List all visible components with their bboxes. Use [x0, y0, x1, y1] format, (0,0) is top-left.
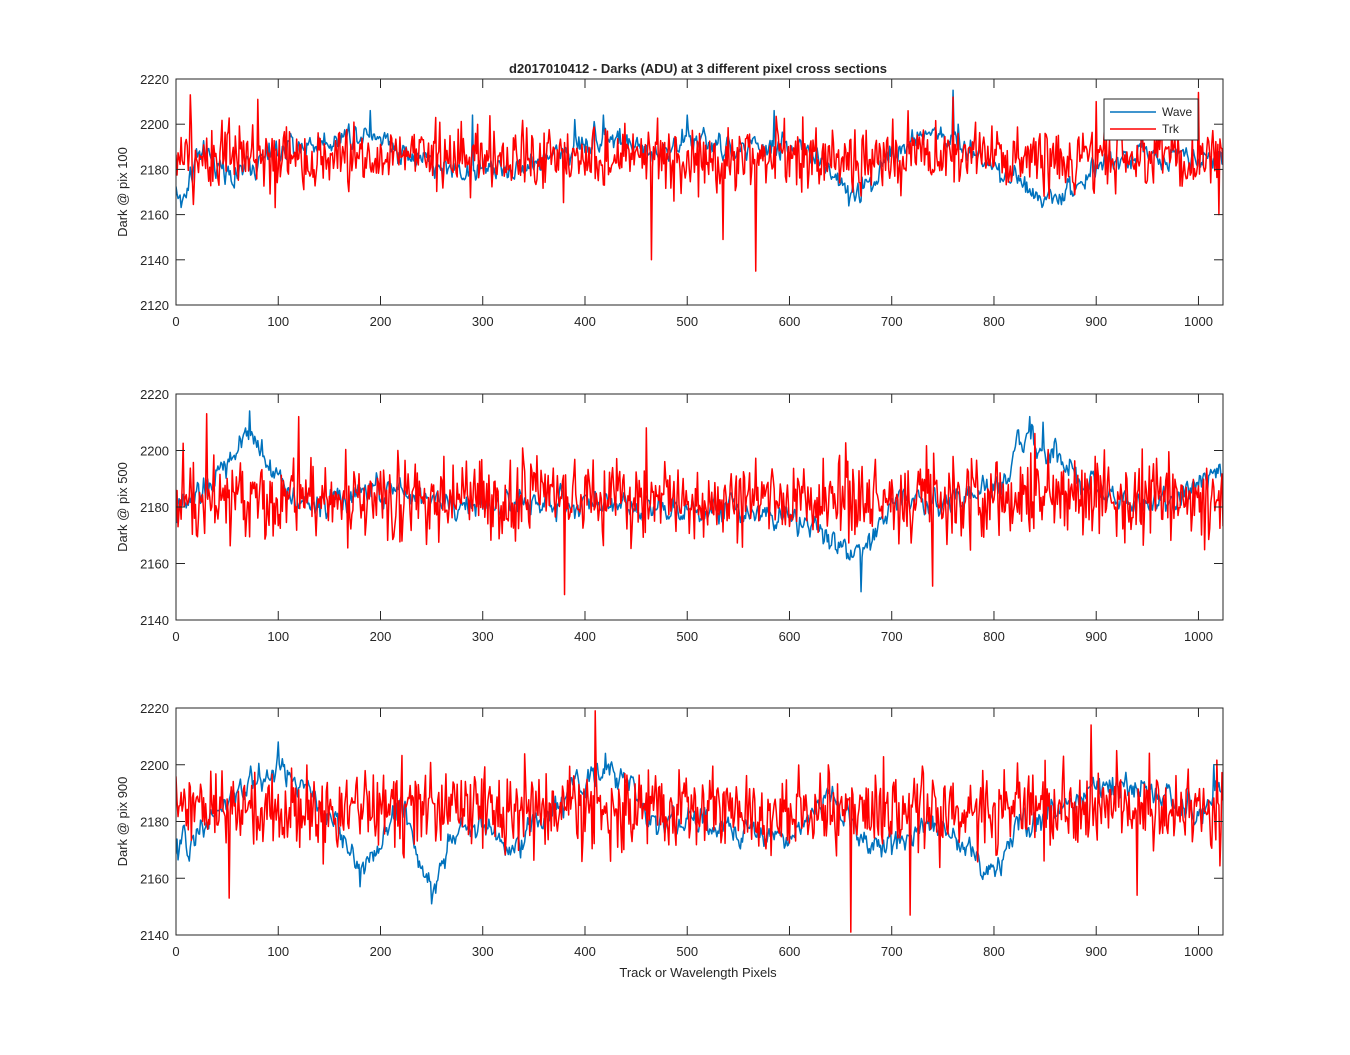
x-tick-label: 300	[472, 944, 494, 959]
x-tick-label: 200	[370, 629, 392, 644]
x-tick-label: 800	[983, 944, 1005, 959]
y-tick-label: 2200	[140, 444, 169, 459]
y-tick-label: 2120	[140, 298, 169, 313]
x-axis-label: Track or Wavelength Pixels	[619, 965, 777, 980]
series-line-trk	[176, 413, 1223, 596]
y-tick-label: 2160	[140, 208, 169, 223]
x-tick-label: 500	[676, 629, 698, 644]
y-tick-label: 2220	[140, 701, 169, 716]
y-tick-label: 2220	[140, 72, 169, 87]
panel-2: 0 100 200 300 400 500 600 700 800 900 1000 2140 2160…	[115, 387, 1224, 644]
y-tick-label: 2220	[140, 387, 169, 402]
series-group	[176, 410, 1223, 596]
x-tick-label: 500	[676, 314, 698, 329]
x-tick-label: 200	[370, 314, 392, 329]
x-tick-label: 600	[779, 629, 801, 644]
x-tick-label: 100	[267, 314, 289, 329]
x-tick-label: 300	[472, 314, 494, 329]
chart-title: d2017010412 - Darks (ADU) at 3 different…	[509, 61, 887, 76]
panel-1: 0 100 200 300 400 500 600 700 800 900 1000 2120 2140…	[115, 72, 1224, 329]
x-tick-label: 300	[472, 629, 494, 644]
y-tick-label: 2200	[140, 117, 169, 132]
series-line-trk	[176, 710, 1223, 933]
legend-box	[1103, 98, 1199, 141]
x-tick-label: 0	[172, 629, 179, 644]
x-tick-label: 0	[172, 944, 179, 959]
y-tick-label: 2180	[140, 162, 169, 177]
y-tick-label: 2180	[140, 500, 169, 515]
x-tick-label: 400	[574, 629, 596, 644]
x-tick-label: 200	[370, 944, 392, 959]
legend: Wave Trk	[1103, 98, 1199, 141]
x-tick-label: 1000	[1184, 629, 1213, 644]
x-tick-label: 900	[1085, 314, 1107, 329]
x-tick-label: 900	[1085, 629, 1107, 644]
x-tick-label: 0	[172, 314, 179, 329]
y-axis-label: Dark @ pix 100	[115, 147, 130, 237]
x-tick-label: 100	[267, 629, 289, 644]
series-group	[176, 710, 1223, 933]
x-tick-label: 700	[881, 314, 903, 329]
panels: 0 100 200 300 400 500 600 700 800 900 100021202140…	[115, 72, 1224, 959]
x-tick-label: 700	[881, 629, 903, 644]
x-tick-label: 500	[676, 944, 698, 959]
x-tick-label: 900	[1085, 944, 1107, 959]
x-tick-label: 100	[267, 944, 289, 959]
legend-label-wave: Wave	[1162, 105, 1193, 119]
x-tick-label: 1000	[1184, 944, 1213, 959]
series-line-trk	[176, 91, 1223, 272]
series-group	[176, 89, 1223, 272]
x-tick-label: 800	[983, 629, 1005, 644]
x-tick-label: 600	[779, 314, 801, 329]
y-tick-label: 2180	[140, 815, 169, 830]
y-tick-label: 2140	[140, 613, 169, 628]
x-tick-label: 700	[881, 944, 903, 959]
x-tick-label: 1000	[1184, 314, 1213, 329]
panel-3: 0 100 200 300 400 500 600 700 800 900 1000 2140 2160…	[115, 701, 1224, 959]
x-tick-label: 600	[779, 944, 801, 959]
x-tick-label: 400	[574, 314, 596, 329]
y-tick-label: 2200	[140, 758, 169, 773]
y-tick-label: 2160	[140, 871, 169, 886]
legend-label-trk: Trk	[1162, 122, 1180, 136]
y-tick-label: 2160	[140, 557, 169, 572]
y-axis-label: Dark @ pix 500	[115, 462, 130, 552]
y-tick-label: 2140	[140, 253, 169, 268]
x-tick-label: 800	[983, 314, 1005, 329]
y-tick-label: 2140	[140, 928, 169, 943]
axes-frame	[175, 78, 1224, 306]
x-tick-label: 400	[574, 944, 596, 959]
y-axis-label: Dark @ pix 900	[115, 777, 130, 867]
